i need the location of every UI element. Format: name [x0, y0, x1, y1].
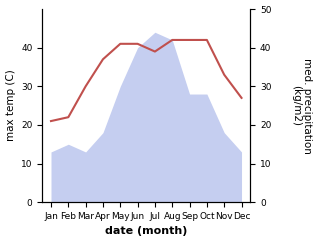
Y-axis label: max temp (C): max temp (C) [5, 70, 16, 142]
X-axis label: date (month): date (month) [105, 227, 187, 236]
Y-axis label: med. precipitation
(kg/m2): med. precipitation (kg/m2) [291, 58, 313, 153]
